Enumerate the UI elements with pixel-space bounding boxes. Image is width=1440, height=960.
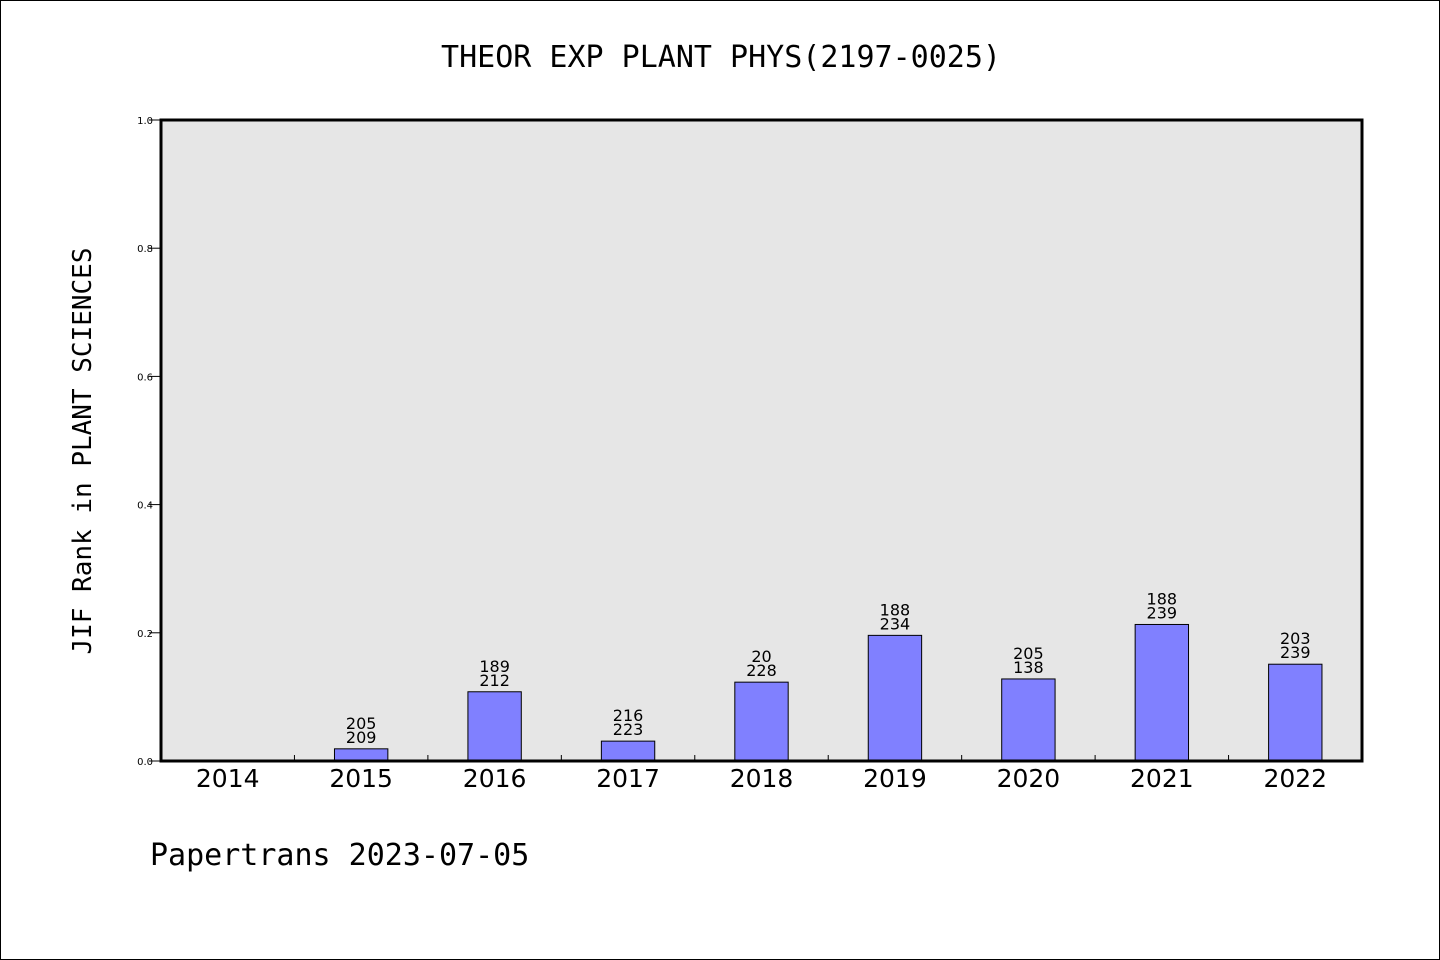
x-tick-label: 2016 (463, 764, 527, 793)
x-tick-label: 2020 (997, 764, 1061, 793)
x-tick-label: 2018 (730, 764, 794, 793)
data-label-total: 234 (880, 614, 911, 633)
y-tick-label: 0.4 (137, 501, 153, 512)
data-label-rank: 188 (1147, 589, 1178, 608)
x-tick-label: 2022 (1263, 764, 1327, 793)
data-label-total: 209 (346, 728, 377, 747)
data-label-rank: 188 (880, 600, 911, 619)
data-label-total: 138 (1013, 658, 1044, 677)
bar (1001, 678, 1056, 762)
chart-title: THEOR EXP PLANT PHYS(2197-0025) (441, 40, 1001, 75)
bar (1134, 623, 1190, 762)
data-label-rank: 205 (1013, 644, 1044, 663)
x-tick-label: 2019 (863, 764, 927, 793)
data-label-rank: 20 (751, 647, 771, 666)
data-label-rank: 216 (613, 706, 644, 725)
y-axis-ticks: 0.0 0.2 0.4 0.6 0.8 1.0 (137, 116, 161, 768)
data-label-rank: 205 (346, 714, 377, 733)
bar (867, 634, 923, 762)
data-label-total: 228 (746, 661, 777, 680)
plot-border (159, 118, 1364, 763)
data-label-rank: 203 (1280, 629, 1311, 648)
bar (734, 681, 789, 762)
data-label-total: 212 (479, 671, 510, 690)
data-label-rank: 189 (479, 657, 510, 676)
bar (467, 691, 522, 762)
data-labels: 2052091892122162232022818823420513818823… (346, 589, 1311, 746)
bar (600, 740, 656, 762)
data-label-total: 223 (613, 720, 644, 739)
y-axis-label: JIF Rank in PLANT SCIENCES (68, 248, 98, 655)
y-tick-label: 0.8 (137, 244, 153, 255)
y-tick-label: 1.0 (137, 116, 153, 127)
data-label-total: 239 (1147, 603, 1178, 622)
x-tick-label: 2017 (596, 764, 660, 793)
data-label-total: 239 (1280, 643, 1311, 662)
y-tick-label: 0.6 (137, 372, 153, 383)
y-tick-label: 0.0 (137, 757, 153, 768)
x-tick-label: 2015 (329, 764, 393, 793)
y-tick-label: 0.2 (137, 629, 153, 640)
bar (333, 748, 389, 762)
bar (1268, 663, 1323, 762)
x-tick-label: 2021 (1130, 764, 1194, 793)
x-axis-ticks: 2014 2015 2016 2017 2018 2019 2020 2021 2022 (196, 755, 1327, 793)
x-tick-label: 2014 (196, 764, 260, 793)
bar-series (333, 623, 1323, 762)
footer-stamp: Papertrans 2023-07-05 (150, 838, 529, 873)
